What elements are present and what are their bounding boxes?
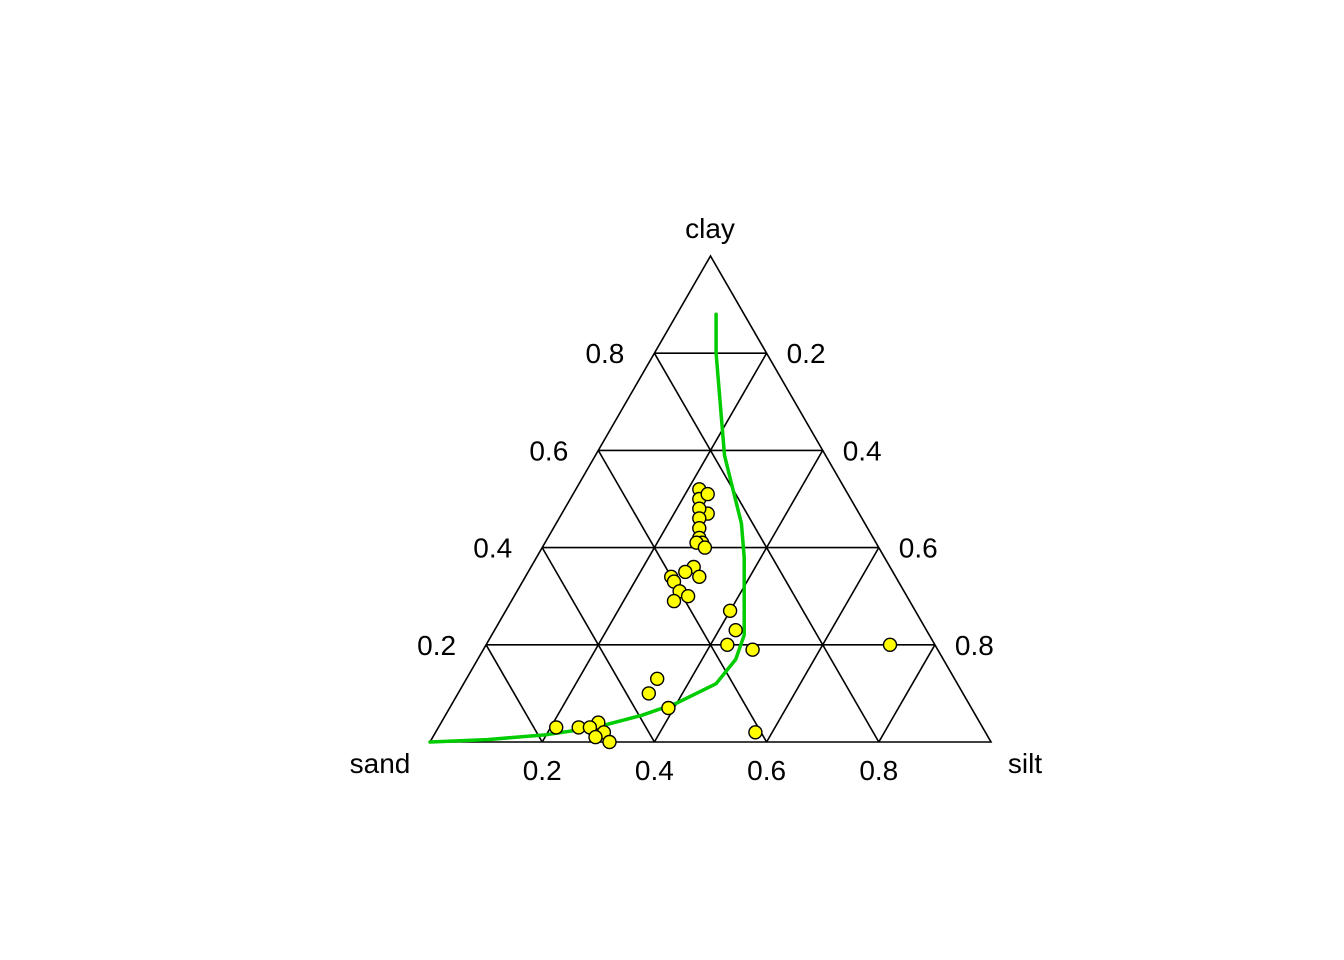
data-point: [700, 486, 715, 502]
data-point: [748, 725, 763, 740]
triangle-frame: [428, 254, 993, 743]
data-point: [745, 642, 760, 657]
tick-label-sand: 0.4: [473, 533, 512, 564]
tick-label-silt: 0.8: [859, 755, 898, 786]
tick-label-sand: 0.8: [585, 338, 624, 369]
tick-label-sand: 0.2: [417, 630, 456, 661]
data-point: [728, 623, 743, 638]
data-point: [722, 603, 738, 618]
data-point: [720, 637, 735, 652]
tick-label-silt: 0.4: [635, 755, 674, 786]
tick-label-clay: 0.4: [843, 435, 882, 466]
data-point: [588, 729, 603, 745]
gridline-silt: [653, 450, 824, 743]
data-point: [697, 540, 713, 555]
axis-label-silt: silt: [1008, 748, 1042, 779]
gridline-silt: [765, 547, 880, 743]
triangle-outline: [428, 254, 993, 743]
data-point: [650, 671, 665, 686]
tick-label-sand: 0.6: [529, 435, 568, 466]
data-point: [666, 593, 682, 609]
tick-label-clay: 0.2: [787, 338, 826, 369]
labels-layer: clay sand silt 0.2 0.2 0.8 0.4 0.4 0.6 0.6 0.6 0…: [350, 213, 1043, 786]
tick-label-silt: 0.2: [523, 755, 562, 786]
gridline-sand: [541, 547, 656, 743]
gridline-silt: [878, 644, 936, 743]
tick-label-silt: 0.6: [747, 755, 786, 786]
axis-label-sand: sand: [350, 748, 411, 779]
tick-label-clay: 0.6: [899, 533, 938, 564]
gridline-sand: [485, 644, 543, 743]
data-point: [661, 700, 676, 716]
data-point: [641, 686, 656, 701]
data-point: [549, 720, 564, 735]
tick-label-clay: 0.8: [955, 630, 994, 661]
axis-label-clay: clay: [685, 213, 735, 244]
data-points-layer: [549, 482, 898, 750]
data-point: [680, 589, 696, 604]
data-point: [602, 734, 617, 750]
data-point: [882, 637, 898, 652]
data-point: [678, 564, 693, 580]
data-point: [692, 569, 707, 584]
